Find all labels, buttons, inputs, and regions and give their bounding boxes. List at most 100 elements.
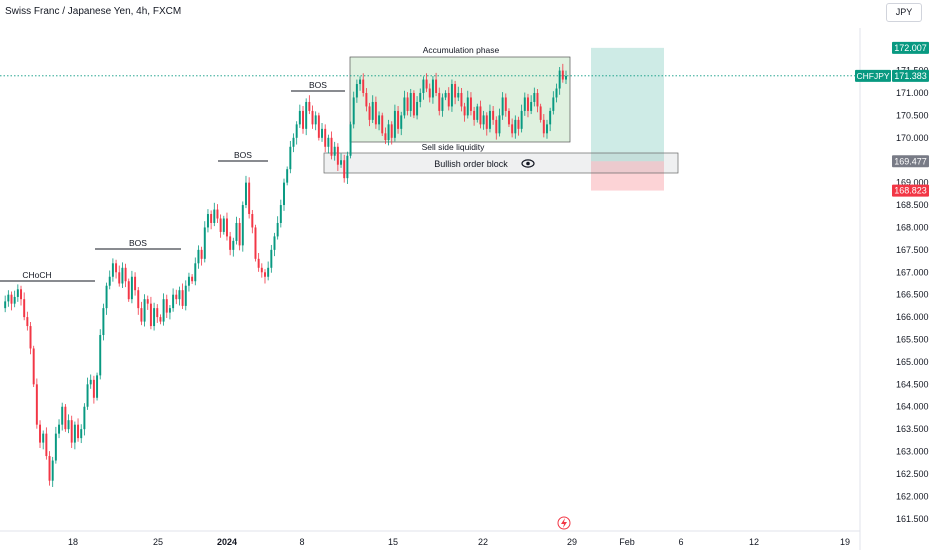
candle-body bbox=[108, 276, 111, 286]
y-tick-label: 163.000 bbox=[896, 447, 929, 457]
candle-body bbox=[409, 92, 412, 111]
candle-body bbox=[181, 290, 184, 306]
candle-body bbox=[64, 406, 67, 430]
candle-body bbox=[542, 119, 545, 134]
y-tick-label: 168.000 bbox=[896, 222, 929, 232]
candle-body bbox=[92, 379, 95, 398]
price-label: 169.477 bbox=[894, 156, 927, 166]
eye-icon bbox=[521, 159, 535, 168]
candle-body bbox=[412, 92, 415, 116]
candle-body bbox=[115, 263, 118, 273]
candle-body bbox=[485, 115, 488, 129]
candle-body bbox=[549, 110, 552, 125]
candle-body bbox=[330, 137, 333, 156]
candle-body bbox=[206, 214, 209, 228]
candle-body bbox=[286, 169, 289, 183]
candle-body bbox=[244, 182, 247, 206]
candle-body bbox=[558, 70, 561, 89]
chart-title: Swiss Franc / Japanese Yen, 4h, FXCM bbox=[5, 6, 182, 17]
candle-body bbox=[390, 124, 393, 138]
candle-body bbox=[324, 128, 327, 147]
x-tick-label: 12 bbox=[749, 537, 759, 547]
candle-body bbox=[533, 92, 536, 102]
candle-body bbox=[159, 317, 162, 322]
candle-body bbox=[118, 272, 121, 284]
y-tick-label: 161.500 bbox=[896, 514, 929, 524]
candle-body bbox=[10, 294, 13, 304]
candle-body bbox=[422, 79, 425, 93]
candle-body bbox=[203, 227, 206, 259]
candle-body bbox=[536, 92, 539, 107]
x-tick-label: 29 bbox=[567, 537, 577, 547]
candle-body bbox=[479, 106, 482, 125]
candle-body bbox=[435, 79, 438, 93]
candle-body bbox=[32, 348, 35, 385]
candle-body bbox=[416, 101, 419, 116]
candle-body bbox=[225, 218, 228, 237]
symbol-label-bg bbox=[855, 69, 891, 82]
candle-body bbox=[54, 433, 57, 461]
y-tick-label: 166.500 bbox=[896, 290, 929, 300]
candle-body bbox=[254, 227, 257, 259]
candle-body bbox=[213, 209, 216, 223]
candle-body bbox=[565, 75, 567, 80]
candle-body bbox=[121, 267, 124, 284]
candle-body bbox=[102, 308, 105, 336]
candle-body bbox=[168, 308, 171, 313]
candle-body bbox=[175, 294, 178, 300]
candle-body bbox=[343, 160, 346, 179]
candle-body bbox=[149, 303, 152, 327]
candle-body bbox=[146, 299, 149, 304]
candle-body bbox=[317, 115, 320, 138]
candle-body bbox=[397, 110, 400, 129]
candle-body bbox=[58, 424, 61, 434]
candle-body bbox=[83, 406, 86, 430]
candle-body bbox=[48, 456, 51, 481]
candle-body bbox=[264, 272, 266, 277]
candle-body bbox=[232, 240, 235, 250]
currency-button[interactable]: JPY bbox=[886, 3, 922, 22]
x-tick-label: 22 bbox=[478, 537, 488, 547]
candle-body bbox=[321, 128, 324, 138]
candle-body bbox=[362, 79, 365, 93]
candle-body bbox=[130, 276, 133, 300]
candle-body bbox=[495, 119, 498, 134]
candle-body bbox=[311, 110, 314, 125]
candle-body bbox=[270, 249, 273, 268]
candle-body bbox=[393, 110, 396, 138]
candle-body bbox=[143, 299, 146, 322]
candle-body bbox=[257, 258, 260, 268]
candle-body bbox=[73, 424, 76, 443]
candle-body bbox=[178, 290, 181, 300]
candle-body bbox=[124, 267, 127, 282]
candle-body bbox=[99, 335, 102, 376]
candle-body bbox=[302, 110, 304, 129]
x-tick-label: 8 bbox=[299, 537, 304, 547]
eye-pupil bbox=[526, 161, 530, 166]
y-tick-label: 162.500 bbox=[896, 469, 929, 479]
candle-body bbox=[279, 205, 282, 223]
y-tick-label: 171.000 bbox=[896, 88, 929, 98]
candle-body bbox=[216, 209, 219, 219]
candle-body bbox=[555, 88, 558, 98]
candle-body bbox=[229, 236, 232, 250]
candle-body bbox=[504, 97, 507, 111]
candle-body bbox=[89, 379, 92, 385]
y-tick-label: 163.500 bbox=[896, 424, 929, 434]
candle-body bbox=[23, 299, 26, 318]
candle-body bbox=[454, 84, 457, 98]
x-tick-label: 19 bbox=[840, 537, 850, 547]
candle-body bbox=[365, 92, 368, 107]
x-tick-label: 25 bbox=[153, 537, 163, 547]
eye-outline bbox=[521, 159, 535, 168]
candle-body bbox=[346, 155, 349, 179]
price-label-bg bbox=[892, 69, 929, 82]
candle-body bbox=[153, 308, 156, 327]
candle-body bbox=[466, 97, 469, 116]
candle-body bbox=[473, 110, 476, 120]
candle-body bbox=[469, 97, 472, 111]
candle-body bbox=[308, 101, 311, 111]
candle-body bbox=[530, 101, 533, 111]
